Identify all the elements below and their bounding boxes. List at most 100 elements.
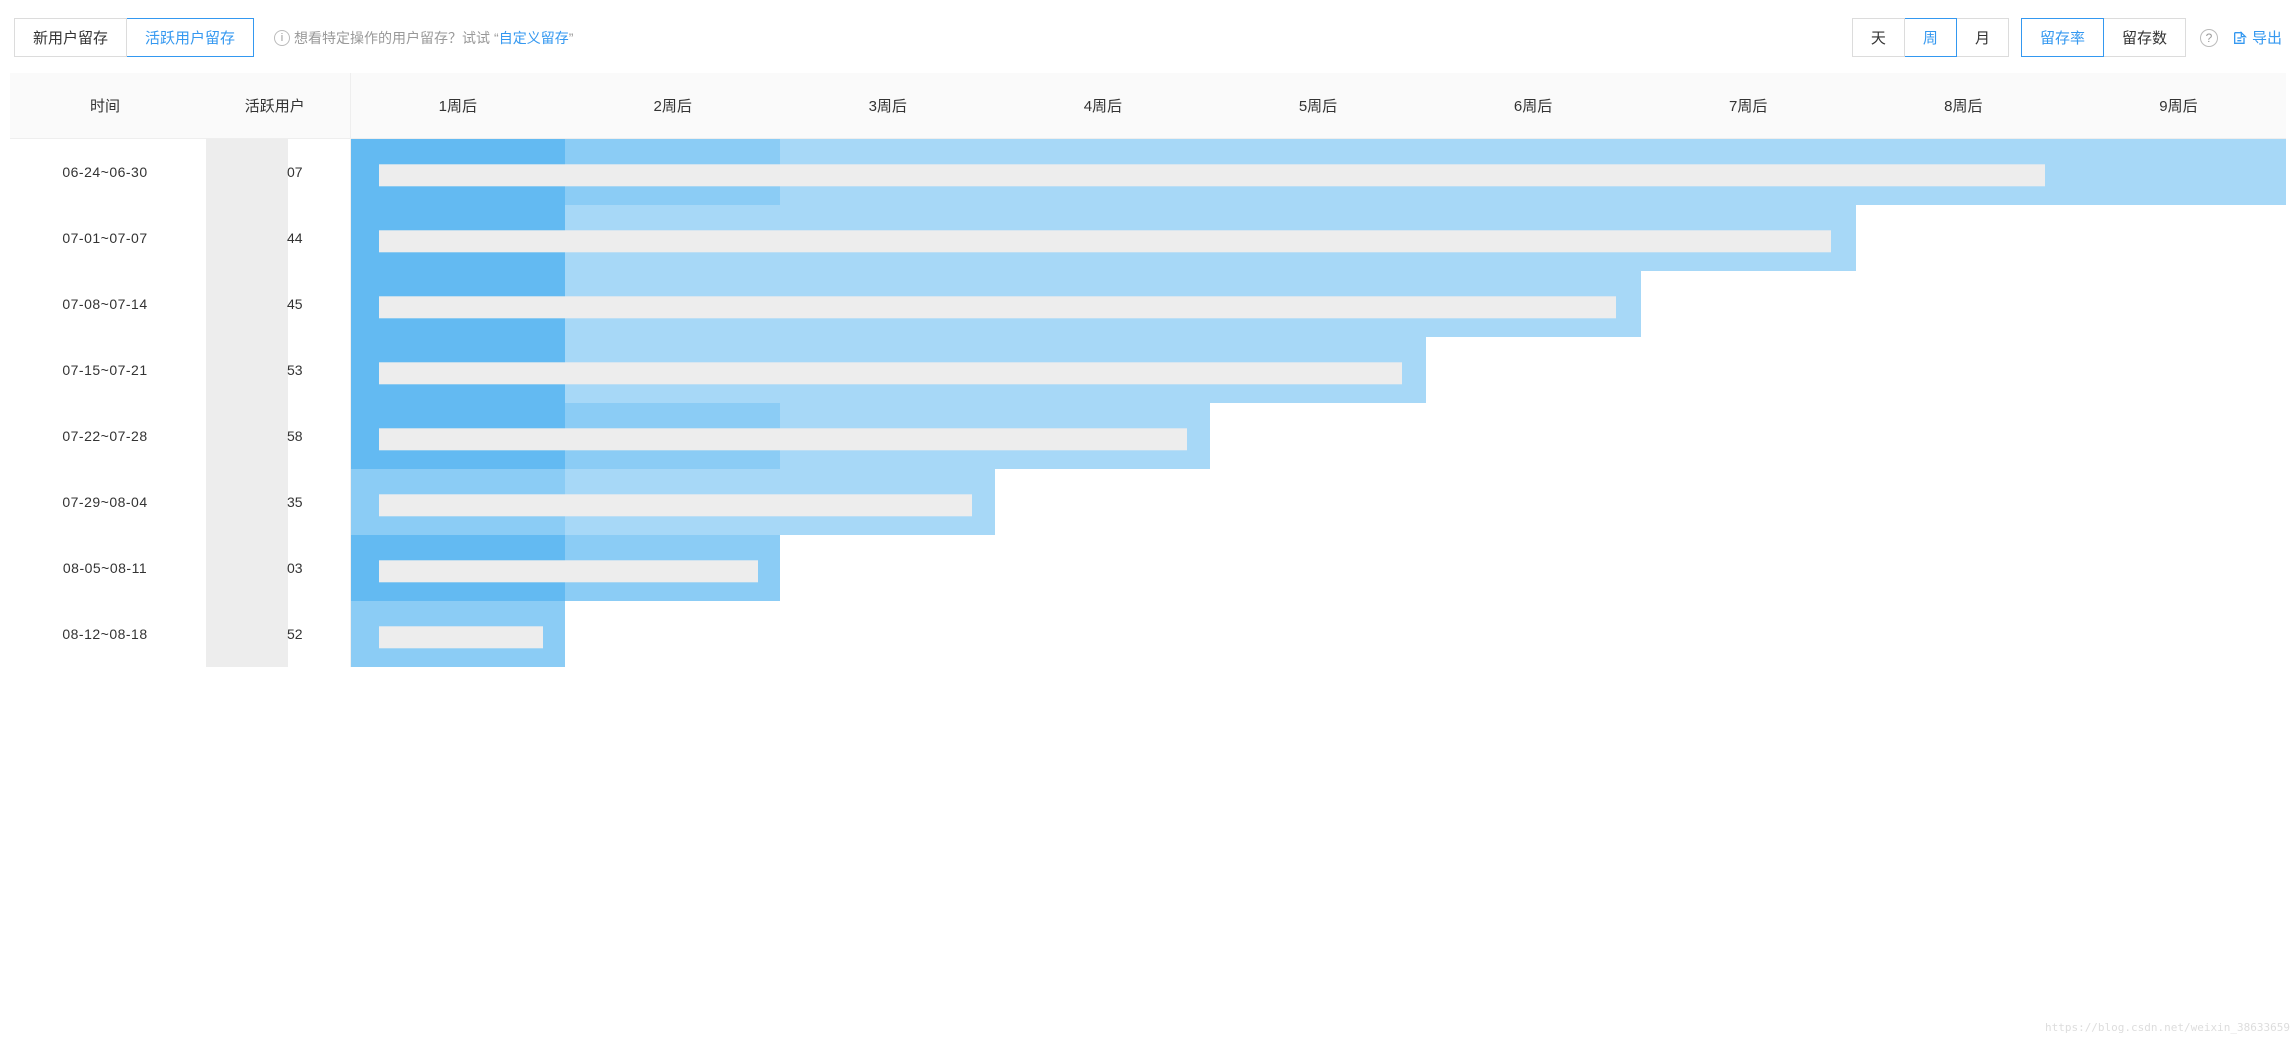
- cell-week-8: [1856, 601, 2071, 667]
- table-row: 08-12~08-185258.84%: [10, 601, 2286, 667]
- redaction-bar: [379, 164, 2046, 186]
- table-row: 07-29~08-043559.73%54.69%51.81%: [10, 469, 2286, 535]
- cell-active-users: 53: [200, 337, 350, 403]
- col-header-week-8: 8周后: [1856, 73, 2071, 139]
- cell-time: 07-29~08-04: [10, 469, 200, 535]
- redaction-bar: [379, 362, 1402, 384]
- watermark: https://blog.csdn.net/weixin_38633659: [2045, 1021, 2290, 1034]
- cell-week-8: [1856, 271, 2071, 337]
- cell-week-1: 65.05%: [350, 403, 565, 469]
- table-row: 07-08~07-144561.97%54.09%50.47%47.65%44.…: [10, 271, 2286, 337]
- cell-week-7: [1641, 601, 1856, 667]
- custom-retention-link[interactable]: 自定义留存: [499, 30, 569, 46]
- cell-week-7: [1641, 337, 1856, 403]
- cell-week-6: [1426, 535, 1641, 601]
- cell-week-2: [565, 601, 780, 667]
- help-icon[interactable]: ?: [2200, 29, 2218, 47]
- cell-time: 07-22~07-28: [10, 403, 200, 469]
- redaction-bar: [379, 296, 1617, 318]
- cell-time: 07-15~07-21: [10, 337, 200, 403]
- retention-type-tabs: 新用户留存 活跃用户留存: [14, 18, 254, 57]
- cell-week-4: [995, 601, 1210, 667]
- cell-week-8: [1856, 403, 2071, 469]
- col-header-week-9: 9周后: [2071, 73, 2286, 139]
- cell-active-users: 35: [200, 469, 350, 535]
- table-row: 07-22~07-285865.05%58.97%55.78%51.41%: [10, 403, 2286, 469]
- col-header-week-4: 4周后: [995, 73, 1210, 139]
- cell-week-6: [1426, 403, 1641, 469]
- cell-week-6: [1426, 601, 1641, 667]
- cell-week-3: [780, 601, 995, 667]
- cell-week-7: [1641, 403, 1856, 469]
- cell-week-7: [1641, 469, 1856, 535]
- tab-new-user-retention[interactable]: 新用户留存: [14, 18, 127, 57]
- cell-week-9: [2071, 535, 2286, 601]
- cell-week-8: [1856, 535, 2071, 601]
- cell-week-9: [2071, 469, 2286, 535]
- cell-week-1: 58.84%: [350, 601, 565, 667]
- cell-week-1: 63.87%: [350, 535, 565, 601]
- col-header-week-6: 6周后: [1426, 73, 1641, 139]
- cell-week-8: [1856, 205, 2071, 271]
- cell-week-5: [1210, 469, 1425, 535]
- table-row: 06-24~06-300764.56%57.68%53.08%47.2%46.2…: [10, 139, 2286, 205]
- granularity-week[interactable]: 周: [1905, 18, 1957, 57]
- cell-time: 07-01~07-07: [10, 205, 200, 271]
- cell-week-1: 61.97%: [350, 271, 565, 337]
- export-label: 导出: [2252, 27, 2282, 48]
- cell-active-users: 44: [200, 205, 350, 271]
- redaction-bar: [379, 494, 973, 516]
- cell-week-9: [2071, 601, 2286, 667]
- cell-week-1: 59.73%: [350, 469, 565, 535]
- cell-week-5: [1210, 601, 1425, 667]
- col-header-week-5: 5周后: [1210, 73, 1425, 139]
- cell-active-users: 45: [200, 271, 350, 337]
- cell-week-4: [995, 535, 1210, 601]
- cell-time: 08-12~08-18: [10, 601, 200, 667]
- granularity-day[interactable]: 天: [1852, 18, 1905, 57]
- cell-week-7: [1641, 535, 1856, 601]
- cell-week-9: [2071, 139, 2286, 205]
- col-header-week-1: 1周后: [350, 73, 565, 139]
- table-row: 07-01~07-074463.44%54.97%50.54%47.31%44.…: [10, 205, 2286, 271]
- export-button[interactable]: 导出: [2232, 27, 2282, 48]
- cell-active-users: 07: [200, 139, 350, 205]
- cell-week-9: [2071, 205, 2286, 271]
- metric-count[interactable]: 留存数: [2104, 18, 2186, 57]
- granularity-month[interactable]: 月: [1957, 18, 2009, 57]
- toolbar: 新用户留存 活跃用户留存 i 想看特定操作的用户留存？试试 “自定义留存” 天 …: [10, 10, 2286, 73]
- col-header-active-users: 活跃用户: [200, 73, 350, 139]
- cell-week-4: [995, 469, 1210, 535]
- cell-week-3: [780, 535, 995, 601]
- col-header-week-3: 3周后: [780, 73, 995, 139]
- cell-week-6: [1426, 337, 1641, 403]
- cell-active-users: 52: [200, 601, 350, 667]
- cell-time: 08-05~08-11: [10, 535, 200, 601]
- cell-week-8: [1856, 469, 2071, 535]
- cell-week-6: [1426, 469, 1641, 535]
- redaction-bar: [379, 626, 544, 648]
- col-header-week-7: 7周后: [1641, 73, 1856, 139]
- granularity-switch: 天 周 月: [1852, 18, 2009, 57]
- cell-week-9: [2071, 403, 2286, 469]
- table-row: 08-05~08-110363.87%57.61%: [10, 535, 2286, 601]
- metric-rate[interactable]: 留存率: [2021, 18, 2104, 57]
- cell-week-1: 60.58%: [350, 337, 565, 403]
- tab-active-user-retention[interactable]: 活跃用户留存: [127, 18, 254, 57]
- cell-week-9: [2071, 271, 2286, 337]
- cell-active-users: 58: [200, 403, 350, 469]
- metric-switch: 留存率 留存数: [2021, 18, 2186, 57]
- cell-active-users: 03: [200, 535, 350, 601]
- retention-table: 时间活跃用户1周后2周后3周后4周后5周后6周后7周后8周后9周后 06-24~…: [10, 73, 2286, 667]
- cell-time: 07-08~07-14: [10, 271, 200, 337]
- cell-week-7: [1641, 271, 1856, 337]
- col-header-week-2: 2周后: [565, 73, 780, 139]
- export-icon: [2232, 30, 2248, 46]
- redaction-bar: [379, 560, 758, 582]
- info-icon: i: [274, 30, 290, 46]
- retention-table-wrap: 时间活跃用户1周后2周后3周后4周后5周后6周后7周后8周后9周后 06-24~…: [10, 73, 2286, 667]
- redaction-bar: [379, 428, 1187, 450]
- cell-week-9: [2071, 337, 2286, 403]
- redaction-bar: [379, 230, 1831, 252]
- cell-time: 06-24~06-30: [10, 139, 200, 205]
